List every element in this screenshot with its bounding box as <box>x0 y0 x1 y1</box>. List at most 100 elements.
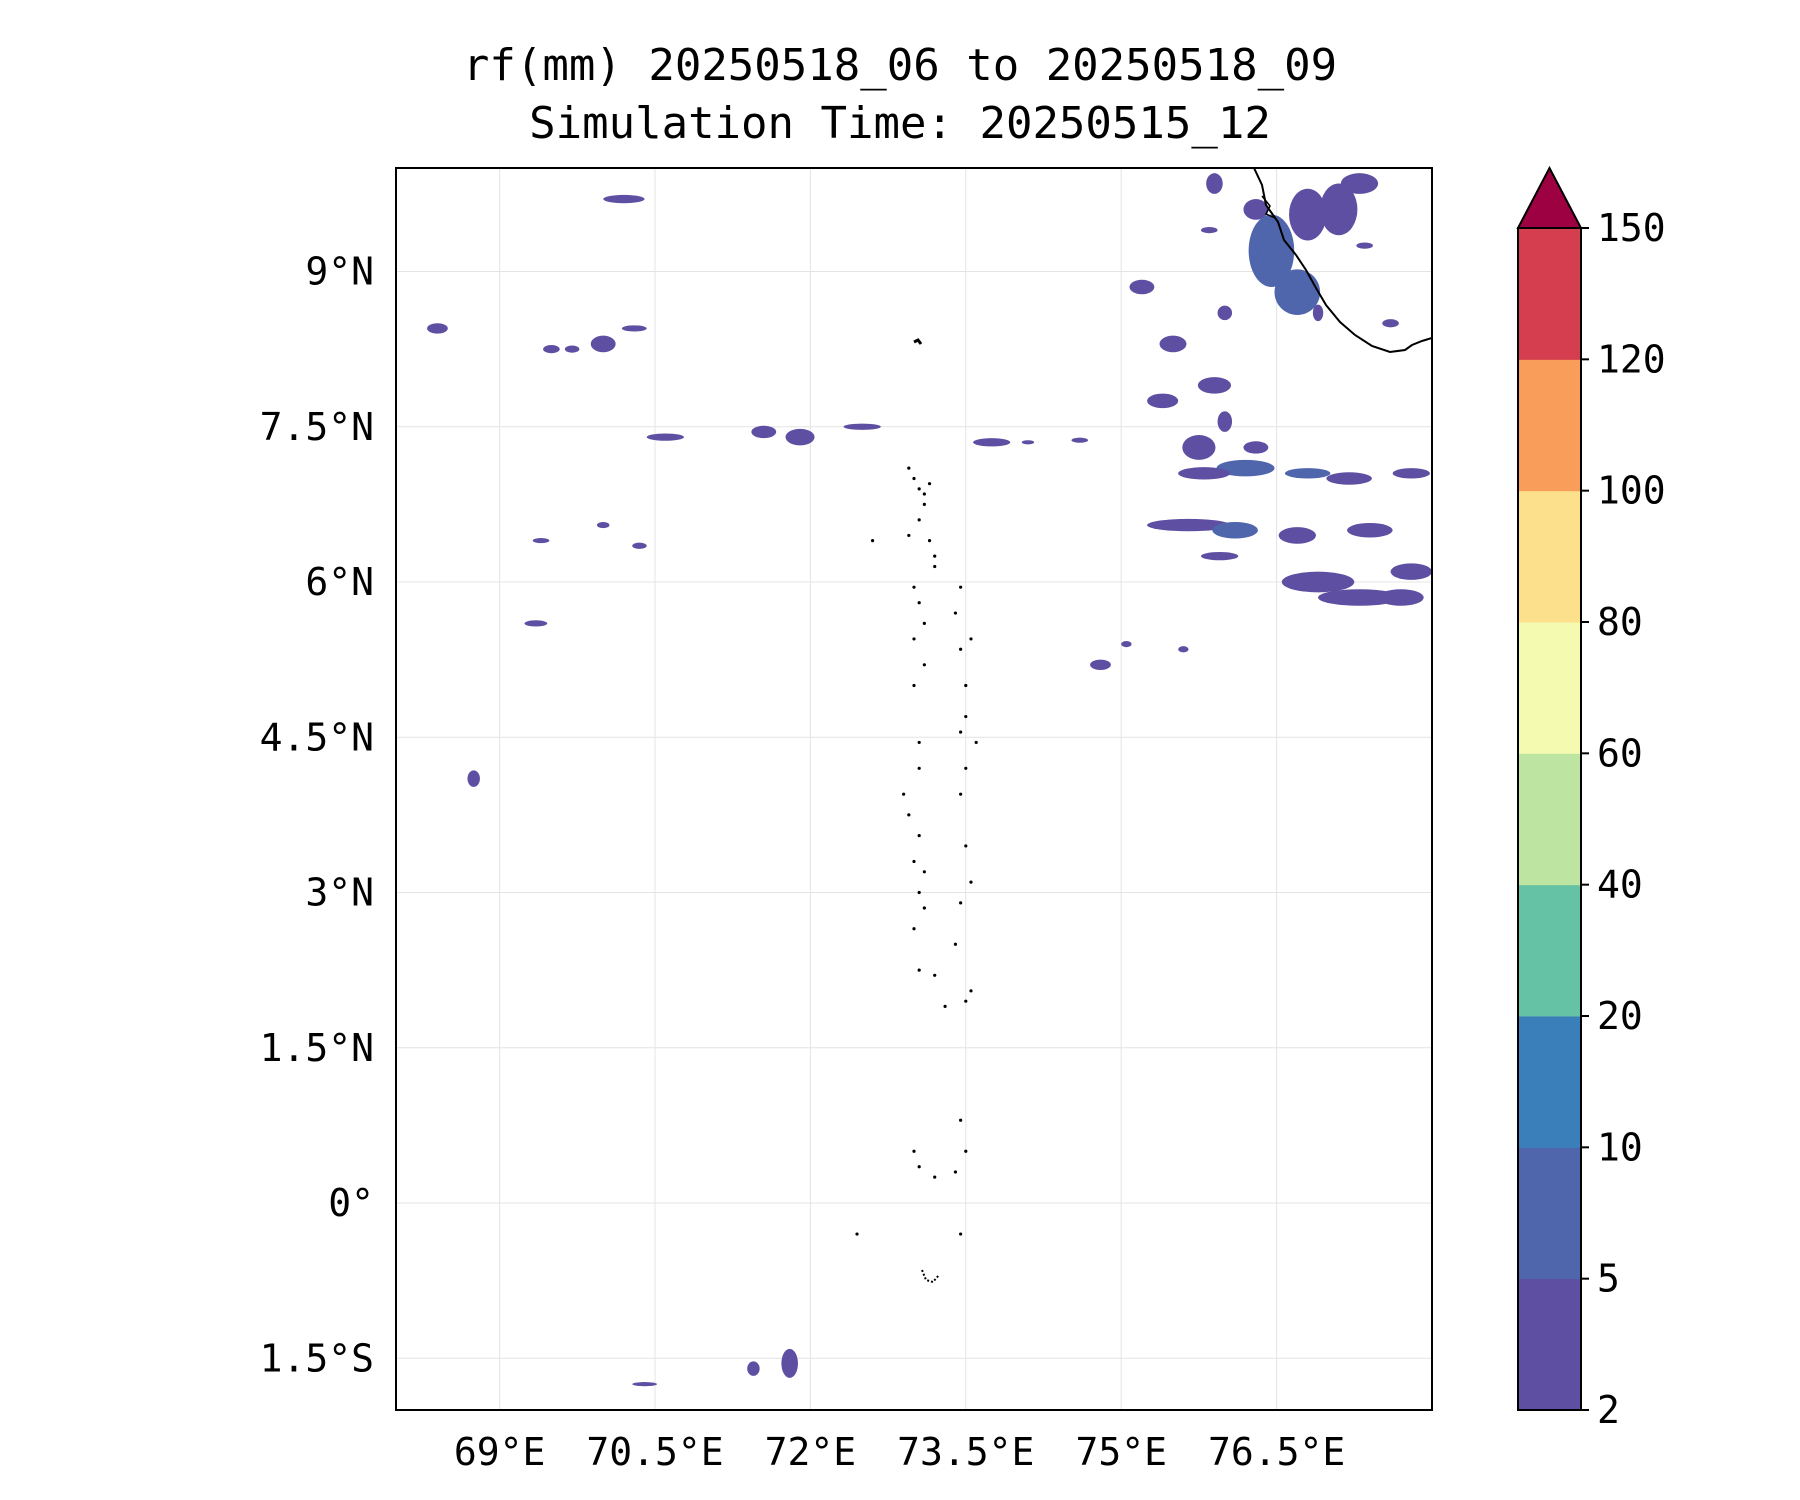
rain-patch <box>427 323 448 334</box>
atoll-dot <box>959 730 963 734</box>
rain-patch <box>1216 459 1275 477</box>
colorbar-tick-label: 2 <box>1597 1388 1620 1432</box>
rain-patch <box>621 325 647 332</box>
y-axis-ticks: 9°N 7.5°N 6°N 4.5°N 3°N 1.5°N 0° 1.5°S <box>260 250 374 1381</box>
atoll-dot <box>912 1149 916 1153</box>
colorbar-segment <box>1518 753 1581 886</box>
atoll-dot <box>912 927 916 931</box>
colorbar-segment <box>1518 1278 1581 1411</box>
atoll-dot <box>870 539 875 543</box>
atoll-islands <box>855 466 978 1236</box>
atoll-dot <box>912 683 916 688</box>
atoll-dot <box>917 833 921 838</box>
atoll-dot <box>933 554 937 558</box>
rain-patch <box>1318 589 1401 606</box>
atoll-dot <box>922 621 926 626</box>
rain-patch <box>1159 335 1187 353</box>
atoll-dot <box>969 989 973 993</box>
atoll-dot <box>959 1118 963 1122</box>
coastline-inlet <box>1261 195 1276 219</box>
x-tick-label: 70.5°E <box>586 1430 723 1474</box>
atoll-dot <box>912 476 916 481</box>
rain-patch <box>1200 226 1218 234</box>
atoll-dot <box>922 906 926 910</box>
atoll-dot <box>912 637 916 641</box>
x-tick-label: 73.5°E <box>897 1430 1034 1474</box>
rain-patch <box>1217 305 1233 321</box>
rain-patch <box>603 194 645 204</box>
rainfall-contours <box>427 173 1432 1387</box>
atoll-dot <box>959 792 963 796</box>
atoll-dot <box>943 1004 947 1008</box>
india-coastline <box>1253 168 1432 354</box>
atoll-dot <box>933 973 937 977</box>
colorbar-tick-label: 5 <box>1597 1257 1620 1301</box>
rain-patch <box>973 438 1011 447</box>
atoll-dot <box>922 663 926 667</box>
colorbar-tick-label: 40 <box>1597 863 1643 907</box>
atoll-dot <box>969 880 973 884</box>
rain-patch <box>1217 411 1233 432</box>
atoll-dot <box>917 518 921 522</box>
rain-patch <box>1021 440 1035 445</box>
x-tick-label: 76.5°E <box>1208 1430 1345 1474</box>
rain-patch <box>590 335 616 353</box>
rain-patch <box>781 1348 798 1378</box>
atoll-dot <box>902 792 906 796</box>
rain-patch <box>1278 527 1316 544</box>
atoll-dot <box>927 539 932 543</box>
atoll-dot <box>969 637 973 641</box>
colorbar-segment <box>1518 490 1581 623</box>
rain-patch <box>524 620 548 627</box>
rain-patch <box>1390 563 1432 580</box>
rain-patch <box>1212 521 1258 539</box>
atoll-dot <box>959 647 963 651</box>
atoll-dot <box>959 901 963 905</box>
rain-patch <box>1378 589 1424 606</box>
colorbar-segment <box>1518 359 1581 492</box>
rain-patch <box>785 428 815 446</box>
rain-patch <box>1129 279 1155 295</box>
colorbar-segments <box>1518 228 1581 1411</box>
rain-patch <box>1243 441 1269 454</box>
atoll-dot <box>927 482 932 486</box>
figure-title-line1: rf(mm) 20250518_06 to 20250518_09 <box>462 40 1338 91</box>
atoll-dot <box>964 1149 968 1153</box>
rain-patch <box>1356 242 1373 249</box>
island-outline <box>913 338 923 345</box>
atoll-dot <box>964 766 968 770</box>
rain-patch <box>1382 319 1399 328</box>
coastlines <box>855 168 1432 1284</box>
atoll-dot <box>917 601 921 605</box>
rain-patch <box>1090 659 1111 670</box>
rain-patch <box>1340 173 1379 194</box>
atoll-dot <box>933 564 937 569</box>
rain-patch <box>1178 646 1189 653</box>
colorbar-segment <box>1518 1016 1581 1148</box>
colorbar-segment <box>1518 622 1581 754</box>
x-tick-label: 69°E <box>454 1430 546 1474</box>
atoll-dot <box>964 844 968 848</box>
atoll-dot <box>912 859 916 864</box>
rain-patch <box>1289 188 1327 241</box>
addu-atoll-outline <box>921 1269 940 1284</box>
colorbar-ticks: 2 5 10 20 40 60 80 100 120 150 <box>1581 206 1666 1432</box>
rain-patch <box>843 423 881 430</box>
atoll-dot <box>907 813 911 817</box>
atoll-dot <box>964 999 968 1003</box>
colorbar-tick-label: 10 <box>1597 1125 1643 1169</box>
x-axis-ticks: 69°E 70.5°E 72°E 73.5°E 75°E 76.5°E <box>454 1430 1345 1474</box>
colorbar-tick-label: 60 <box>1597 731 1643 775</box>
y-tick-label: 1.5°S <box>260 1336 374 1380</box>
colorbar-tick-label: 20 <box>1597 994 1643 1038</box>
rain-patch <box>564 345 580 353</box>
rain-patch <box>1392 468 1430 479</box>
rain-patch <box>467 770 480 787</box>
y-tick-label: 6°N <box>305 560 374 604</box>
colorbar-segment <box>1518 1147 1581 1280</box>
gridlines <box>396 168 1432 1410</box>
atoll-dot <box>959 585 963 589</box>
atoll-dot <box>912 585 916 589</box>
rain-patch <box>632 542 647 549</box>
